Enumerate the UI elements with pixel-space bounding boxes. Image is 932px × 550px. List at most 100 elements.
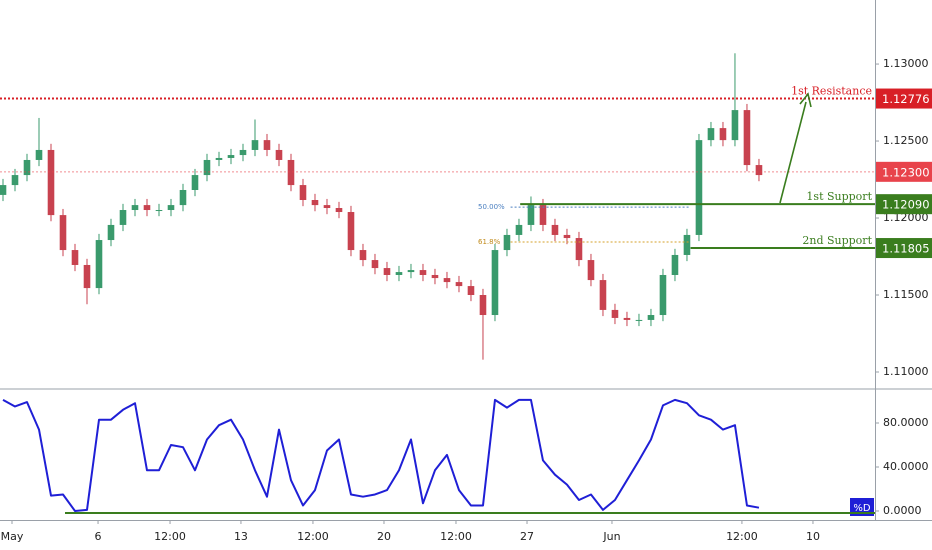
candle-body	[659, 274, 667, 316]
candle-body	[575, 238, 583, 261]
candle-body	[191, 175, 199, 190]
candle-body	[179, 189, 187, 206]
x-tick-label: 6	[95, 530, 102, 543]
candle-body	[707, 128, 715, 141]
x-tick-label: May	[1, 530, 24, 543]
candle-body	[323, 205, 331, 209]
candle-body	[275, 149, 283, 160]
oscillator-pane	[2, 398, 760, 512]
candle-body	[431, 274, 439, 279]
candle-body	[551, 224, 559, 235]
level-price-box	[876, 161, 932, 182]
candle-body	[731, 110, 739, 141]
y2-tick-label: 80.0000	[883, 416, 929, 429]
candle-body	[611, 309, 619, 318]
level-price-label: 1.12300	[882, 165, 930, 179]
candle-body	[59, 215, 67, 251]
candle-body	[203, 159, 211, 176]
candle-body	[119, 210, 127, 225]
candle-body	[131, 205, 139, 211]
series-label-box	[850, 498, 874, 516]
fib-label: 50.00%	[478, 203, 505, 211]
candle-body	[455, 282, 463, 287]
candle-body	[515, 224, 523, 235]
candle-body	[671, 254, 679, 275]
level-price-box	[876, 238, 932, 259]
candle-body	[23, 159, 31, 176]
candle-body	[251, 140, 259, 150]
x-tick-label: 10	[806, 530, 820, 543]
candle-body	[395, 272, 403, 275]
candle-body	[215, 157, 223, 160]
projection-arrow	[779, 101, 807, 204]
y-tick-label: 1.13000	[883, 57, 929, 70]
candle-body	[755, 165, 763, 176]
candle-body	[527, 205, 535, 225]
x-tick-label: 12:00	[726, 530, 758, 543]
candle-body	[155, 210, 163, 212]
candle-body	[635, 319, 643, 321]
y-tick-label: 1.11500	[883, 288, 929, 301]
candle-body	[0, 185, 7, 195]
candle-body	[479, 295, 487, 316]
candle-body	[299, 185, 307, 201]
x-tick-label: 20	[377, 530, 391, 543]
y2-tick-label: 40.0000	[883, 460, 929, 473]
candle-body	[467, 286, 475, 296]
candle-body	[359, 250, 367, 261]
candle-body	[539, 205, 547, 225]
y-tick-label: 1.12000	[883, 211, 929, 224]
price-pane: 1st Resistance 1st Support 2nd Support 50.0…	[0, 53, 875, 360]
x-tick-label: 13	[234, 530, 248, 543]
candle-body	[407, 270, 415, 273]
candle-body	[491, 250, 499, 316]
fib-label: 61.8%	[478, 238, 501, 246]
candle-body	[287, 159, 295, 186]
candle-body	[143, 205, 151, 211]
candle-body	[347, 212, 355, 251]
candle-body	[83, 264, 91, 289]
candle-body	[647, 315, 655, 320]
candle-body	[743, 110, 751, 166]
y2-tick-label: 0.0000	[883, 504, 922, 517]
level-price-label: 1.12776	[882, 92, 930, 106]
candle-body	[695, 140, 703, 235]
level-name: 1st Resistance	[791, 85, 872, 98]
candle-body	[11, 175, 19, 186]
x-tick-label: 12:00	[440, 530, 472, 543]
candle-body	[719, 128, 727, 141]
level-price-label: 1.12090	[882, 198, 930, 212]
y-tick-label: 1.11000	[883, 365, 929, 378]
level-price-box	[876, 88, 932, 109]
candle-body	[311, 200, 319, 206]
candle-body	[623, 317, 631, 320]
candle-body	[71, 250, 79, 265]
level-price-box	[876, 194, 932, 215]
x-tick-label: 12:00	[154, 530, 186, 543]
candle-body	[239, 149, 247, 156]
candle-body	[167, 205, 175, 211]
candle-body	[107, 224, 115, 241]
candle-body	[47, 149, 55, 216]
level-price-label: 1.11805	[882, 242, 930, 256]
candle-body	[563, 234, 571, 239]
oscillator-line	[2, 398, 760, 512]
x-tick-label: 12:00	[297, 530, 329, 543]
candle-body	[35, 149, 43, 160]
candle-body	[443, 278, 451, 283]
arrow-head	[799, 92, 812, 108]
candle-body	[95, 240, 103, 289]
x-tick-label: 27	[520, 530, 534, 543]
candle-body	[683, 234, 691, 255]
candle-body	[599, 280, 607, 310]
series-label: %D	[853, 503, 871, 514]
candle-body	[227, 155, 235, 158]
candle-body	[263, 140, 271, 150]
candle-body	[587, 260, 595, 281]
x-tick-label: Jun	[602, 530, 620, 543]
candle-body	[503, 234, 511, 251]
candle-body	[335, 208, 343, 213]
